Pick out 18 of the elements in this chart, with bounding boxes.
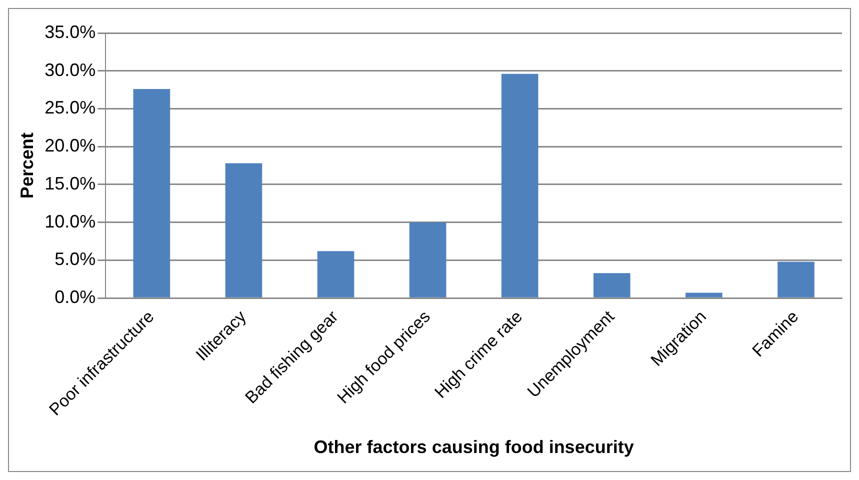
bar [593, 273, 630, 298]
y-tick-label: 0.0% [54, 287, 96, 308]
bar [686, 292, 722, 298]
y-tick-label: 15.0% [44, 173, 96, 194]
y-tick-label: 10.0% [44, 211, 96, 232]
y-tick-label: 30.0% [44, 60, 96, 80]
y-axis-title: Percent [16, 132, 37, 199]
bar [409, 222, 446, 298]
bar [225, 163, 262, 298]
y-tick-label: 25.0% [44, 98, 96, 118]
y-tick-label: 35.0% [44, 22, 96, 42]
bar [133, 89, 170, 298]
x-axis-title: Other factors causing food insecurity [314, 437, 634, 458]
y-tick-label: 20.0% [44, 136, 96, 156]
bar [778, 262, 814, 298]
y-tick-label: 5.0% [54, 249, 96, 270]
bar [317, 251, 354, 298]
bar [501, 74, 538, 298]
